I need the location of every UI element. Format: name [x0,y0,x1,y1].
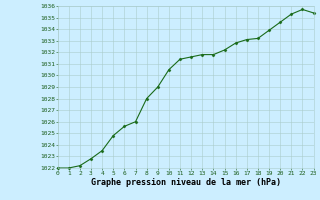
X-axis label: Graphe pression niveau de la mer (hPa): Graphe pression niveau de la mer (hPa) [91,178,281,187]
